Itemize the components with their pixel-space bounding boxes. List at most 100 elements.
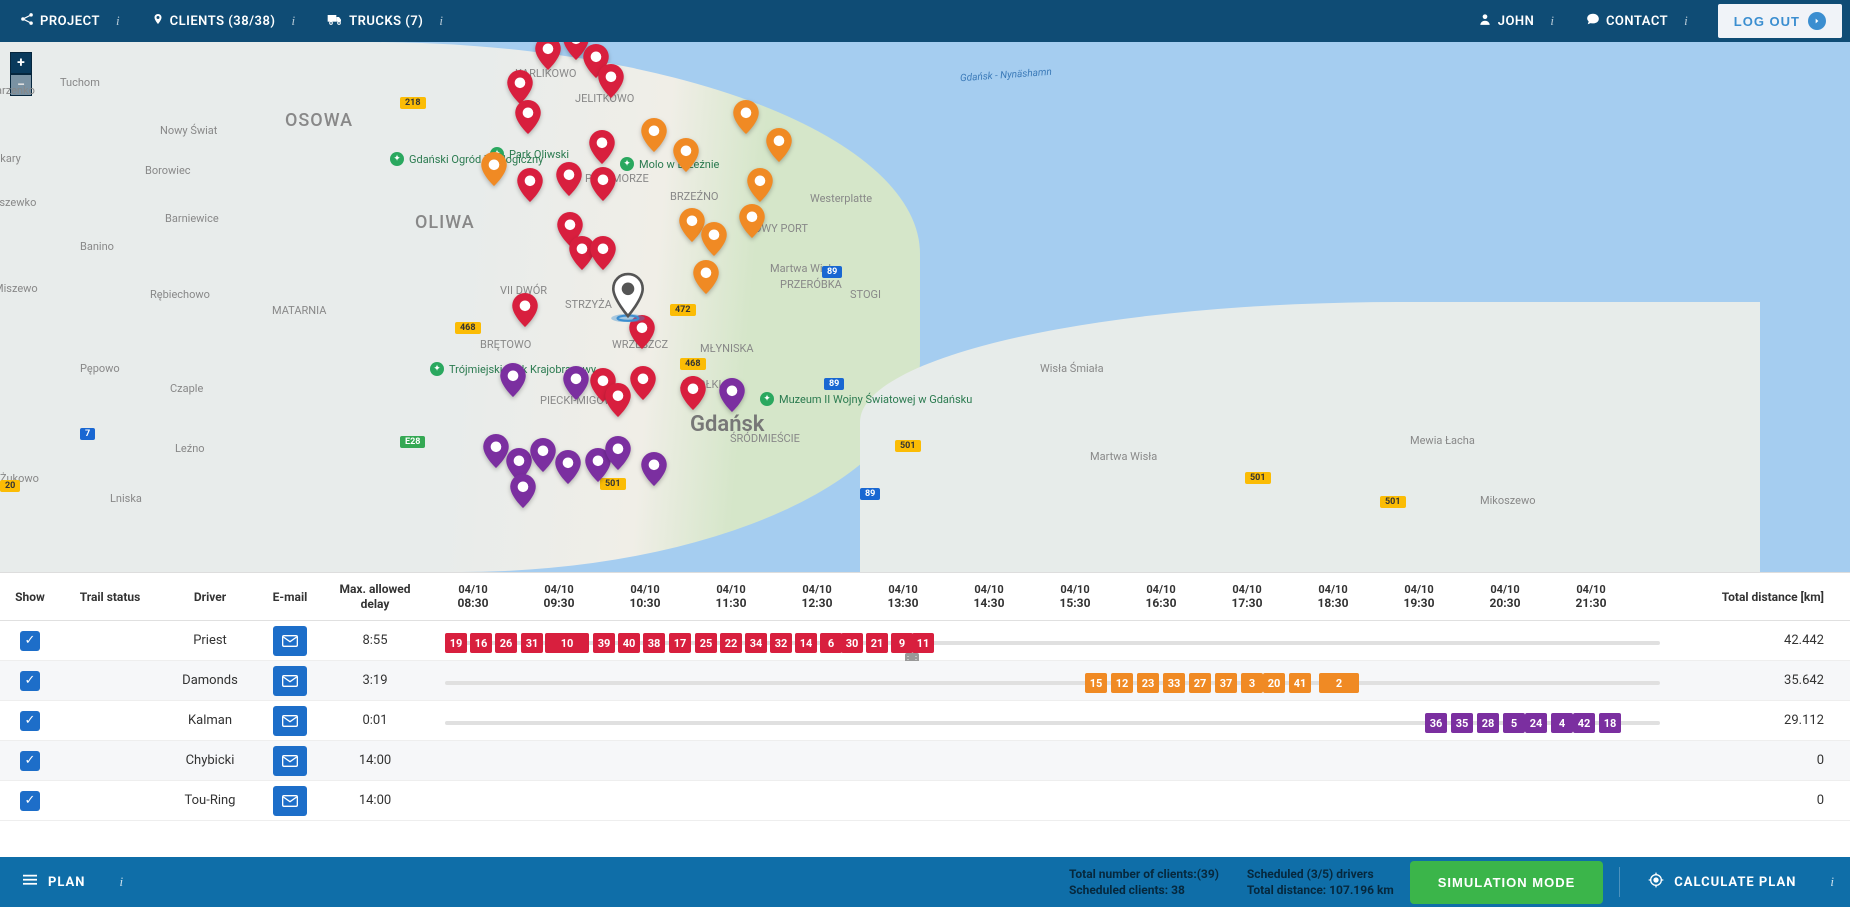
- client-pin[interactable]: [701, 222, 727, 256]
- client-pin[interactable]: [641, 452, 667, 486]
- client-pin[interactable]: [673, 138, 699, 172]
- client-pin[interactable]: [589, 130, 615, 164]
- client-pin[interactable]: [510, 474, 536, 508]
- gantt-stop[interactable]: 9: [891, 633, 913, 653]
- gantt-stop[interactable]: 5: [1503, 713, 1525, 733]
- map-land-east: [860, 302, 1760, 572]
- email-button[interactable]: [273, 706, 307, 736]
- gantt-stop[interactable]: 28: [1477, 713, 1499, 733]
- client-pin[interactable]: [555, 450, 581, 484]
- show-checkbox[interactable]: ✓: [20, 631, 40, 651]
- client-pin[interactable]: [563, 366, 589, 400]
- nav-user-info[interactable]: i: [1550, 13, 1570, 29]
- nav-contact-info[interactable]: i: [1684, 13, 1704, 29]
- calculate-info[interactable]: i: [1824, 874, 1840, 890]
- gantt-stop[interactable]: 30: [841, 633, 863, 653]
- client-pin[interactable]: [500, 363, 526, 397]
- gantt-stop[interactable]: 41: [1289, 673, 1311, 693]
- gantt-stop[interactable]: 34: [745, 633, 767, 653]
- nav-project[interactable]: PROJECT: [8, 6, 112, 36]
- nav-project-info[interactable]: i: [116, 13, 136, 29]
- nav-contact[interactable]: CONTACT: [1574, 6, 1680, 36]
- email-button[interactable]: [273, 786, 307, 816]
- show-checkbox[interactable]: ✓: [20, 711, 40, 731]
- client-pin[interactable]: [747, 168, 773, 202]
- client-pin[interactable]: [512, 293, 538, 327]
- email-button[interactable]: [273, 666, 307, 696]
- gantt-stop[interactable]: 19: [445, 633, 467, 653]
- client-pin[interactable]: [590, 167, 616, 201]
- gantt-stop[interactable]: 35: [1451, 713, 1473, 733]
- gantt-stop[interactable]: 6: [820, 633, 842, 653]
- plan-info[interactable]: i: [113, 874, 129, 890]
- email-button[interactable]: [273, 626, 307, 656]
- top-navbar: PROJECT i CLIENTS (38/38) i TRUCKS (7) i…: [0, 0, 1850, 42]
- client-pin[interactable]: [680, 376, 706, 410]
- client-pin[interactable]: [515, 100, 541, 134]
- client-pin[interactable]: [590, 236, 616, 270]
- gantt-stop[interactable]: 32: [770, 633, 792, 653]
- client-pin[interactable]: [719, 378, 745, 412]
- client-pin[interactable]: [507, 70, 533, 104]
- simulation-mode-button[interactable]: SIMULATION MODE: [1410, 861, 1604, 904]
- gantt-stop[interactable]: 23: [1137, 673, 1159, 693]
- client-pin[interactable]: [766, 128, 792, 162]
- map-container[interactable]: + − Gdańsk - Nynäshamn Tuchomarzenkookar…: [0, 42, 1850, 572]
- client-pin[interactable]: [605, 383, 631, 417]
- gantt-stop[interactable]: 25: [695, 633, 717, 653]
- gantt-stop[interactable]: 16: [470, 633, 492, 653]
- zoom-out-button[interactable]: −: [10, 74, 32, 96]
- client-pin[interactable]: [556, 162, 582, 196]
- client-pin[interactable]: [739, 204, 765, 238]
- email-button[interactable]: [273, 746, 307, 776]
- nav-trucks[interactable]: TRUCKS (7): [315, 6, 435, 36]
- gantt-stop[interactable]: 18: [1599, 713, 1621, 733]
- client-pin[interactable]: [605, 436, 631, 470]
- gantt-stop[interactable]: 2: [1319, 673, 1359, 693]
- gantt-stop[interactable]: 4: [1551, 713, 1573, 733]
- gantt-stop[interactable]: 33: [1163, 673, 1185, 693]
- client-pin[interactable]: [598, 64, 624, 98]
- nav-user[interactable]: JOHN: [1466, 6, 1547, 36]
- gantt-stop[interactable]: 17: [669, 633, 691, 653]
- client-pin[interactable]: [733, 100, 759, 134]
- gantt-stop[interactable]: 27: [1189, 673, 1211, 693]
- home-depot-pin[interactable]: [607, 272, 649, 322]
- gantt-stop[interactable]: 26: [495, 633, 517, 653]
- show-checkbox[interactable]: ✓: [20, 791, 40, 811]
- nav-trucks-info[interactable]: i: [439, 13, 459, 29]
- gantt-stop[interactable]: 10: [545, 633, 589, 653]
- gantt-stop[interactable]: 21: [866, 633, 888, 653]
- gantt-stop[interactable]: 24: [1525, 713, 1547, 733]
- gantt-stop[interactable]: 22: [720, 633, 742, 653]
- gantt-stop[interactable]: 31: [521, 633, 543, 653]
- gantt-stop[interactable]: 42: [1573, 713, 1595, 733]
- zoom-in-button[interactable]: +: [10, 52, 32, 74]
- gantt-stop[interactable]: 36: [1425, 713, 1447, 733]
- client-pin[interactable]: [530, 438, 556, 472]
- client-pin[interactable]: [630, 366, 656, 400]
- logout-button[interactable]: LOG OUT: [1718, 4, 1842, 38]
- client-pin[interactable]: [481, 152, 507, 186]
- plan-menu-button[interactable]: PLAN: [10, 865, 97, 899]
- gantt-stop[interactable]: 40: [618, 633, 640, 653]
- gantt-stop[interactable]: 38: [643, 633, 665, 653]
- nav-clients[interactable]: CLIENTS (38/38): [140, 6, 288, 36]
- gantt-stop[interactable]: 12: [1111, 673, 1133, 693]
- client-pin[interactable]: [535, 42, 561, 70]
- calculate-plan-button[interactable]: CALCULATE PLAN: [1636, 864, 1808, 900]
- gantt-stop[interactable]: 39: [593, 633, 615, 653]
- client-pin[interactable]: [641, 118, 667, 152]
- gantt-stop[interactable]: 3: [1241, 673, 1263, 693]
- nav-clients-info[interactable]: i: [291, 13, 311, 29]
- trail-status-cell: [60, 637, 160, 645]
- show-checkbox[interactable]: ✓: [20, 751, 40, 771]
- client-pin[interactable]: [517, 168, 543, 202]
- gantt-stop[interactable]: 14: [795, 633, 817, 653]
- gantt-stop[interactable]: 37: [1215, 673, 1237, 693]
- client-pin[interactable]: [693, 260, 719, 294]
- gantt-stop[interactable]: 20: [1263, 673, 1285, 693]
- gantt-stop[interactable]: 15: [1085, 673, 1107, 693]
- gantt-stop[interactable]: 11: [912, 633, 934, 653]
- show-checkbox[interactable]: ✓: [20, 671, 40, 691]
